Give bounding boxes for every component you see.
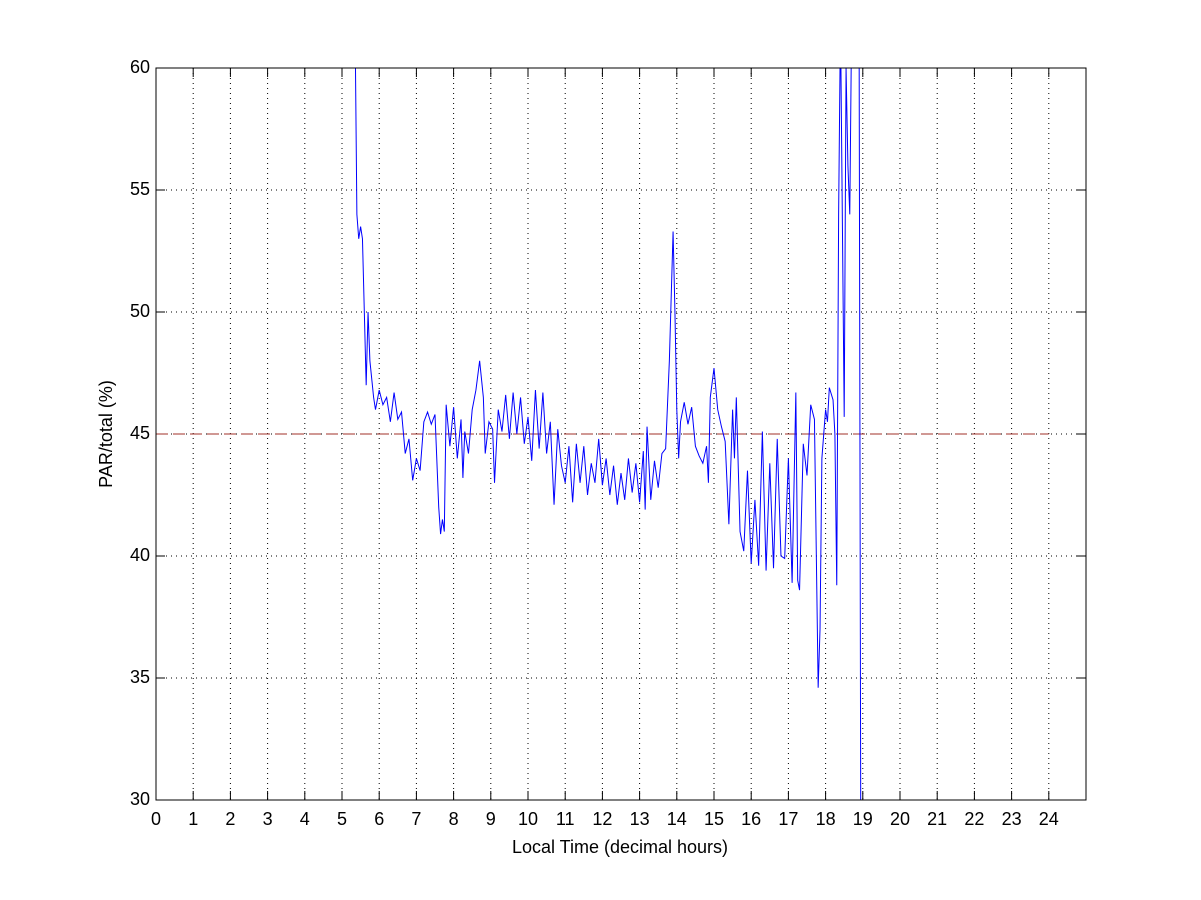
x-tick-label: 1	[188, 809, 198, 829]
x-tick-label: 9	[486, 809, 496, 829]
y-tick-label: 40	[130, 545, 150, 565]
x-tick-label: 3	[263, 809, 273, 829]
x-tick-label: 11	[556, 809, 575, 829]
plot-area	[156, 68, 1049, 800]
x-tick-label: 19	[853, 809, 873, 829]
x-tick-label: 6	[374, 809, 384, 829]
y-tick-label: 45	[130, 423, 150, 443]
x-tick-label: 14	[667, 809, 687, 829]
x-axis-label: Local Time (decimal hours)	[512, 837, 728, 857]
x-tick-label: 10	[518, 809, 538, 829]
y-tick-label: 50	[130, 301, 150, 321]
x-tick-label: 5	[337, 809, 347, 829]
x-tick-label: 0	[151, 809, 161, 829]
x-tick-label: 16	[741, 809, 761, 829]
y-tick-label: 30	[130, 789, 150, 809]
x-tick-label: 12	[592, 809, 612, 829]
x-tick-label: 24	[1039, 809, 1059, 829]
data-line	[354, 68, 862, 800]
x-tick-label: 23	[1002, 809, 1022, 829]
x-tick-label: 17	[778, 809, 798, 829]
x-tick-label: 2	[225, 809, 235, 829]
x-tick-label: 20	[890, 809, 910, 829]
y-axis-label: PAR/total (%)	[96, 380, 116, 488]
y-tick-label: 60	[130, 57, 150, 77]
x-tick-label: 7	[411, 809, 421, 829]
x-tick-label: 18	[816, 809, 836, 829]
y-tick-label: 55	[130, 179, 150, 199]
x-tick-label: 13	[630, 809, 650, 829]
x-tick-label: 15	[704, 809, 724, 829]
x-tick-label: 21	[927, 809, 947, 829]
x-tick-label: 8	[449, 809, 459, 829]
x-tick-label: 22	[964, 809, 984, 829]
y-tick-label: 35	[130, 667, 150, 687]
x-tick-label: 4	[300, 809, 310, 829]
plot-frame	[155, 67, 1087, 801]
